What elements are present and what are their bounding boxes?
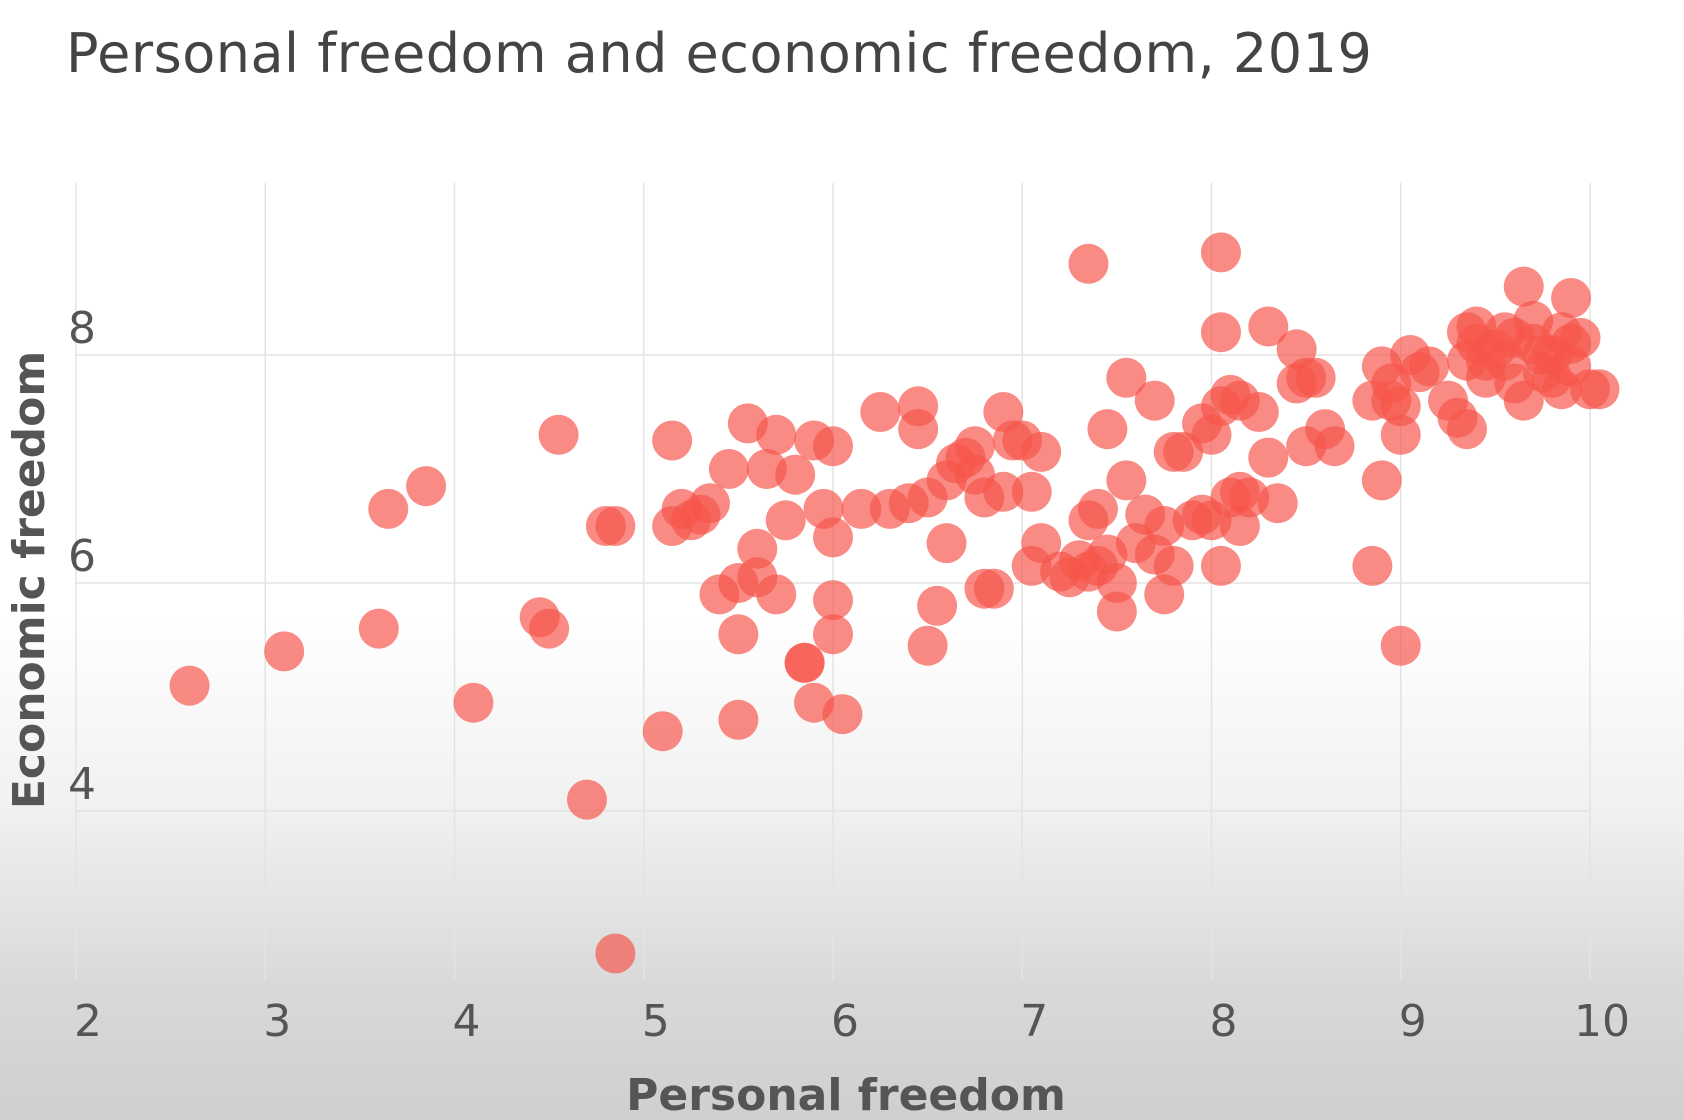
data-point [406, 466, 447, 507]
data-point [841, 488, 882, 529]
data-point [1238, 392, 1279, 432]
data-point [1352, 545, 1393, 586]
data-point [1248, 306, 1289, 347]
x-tick-label: 2 [74, 996, 102, 1047]
data-point [652, 420, 693, 461]
x-axis-label: Personal freedom [626, 1070, 1066, 1120]
data-point [1096, 563, 1137, 603]
data-point [1077, 488, 1118, 529]
data-point [1200, 232, 1241, 273]
data-point [1446, 409, 1487, 450]
x-tick-label: 6 [831, 996, 859, 1047]
data-point [822, 694, 863, 735]
data-point [1380, 625, 1421, 666]
data-point [642, 711, 683, 752]
data-point [1551, 323, 1592, 364]
data-point [860, 392, 901, 432]
data-point [1257, 483, 1298, 524]
data-point [689, 483, 730, 524]
y-tick-label: 8 [68, 303, 96, 354]
data-point [1200, 545, 1241, 586]
data-point [453, 682, 494, 723]
data-point [368, 488, 409, 529]
data-point [566, 779, 607, 820]
data-point [917, 585, 958, 626]
data-point [1314, 426, 1355, 467]
data-point [708, 449, 749, 489]
x-tick-label: 3 [263, 996, 291, 1047]
x-tick-label: 9 [1399, 996, 1427, 1047]
data-point [813, 517, 853, 558]
data-point [1532, 357, 1573, 398]
data-point [1068, 243, 1109, 284]
data-point [1494, 363, 1535, 404]
x-tick-label: 7 [1020, 996, 1048, 1047]
data-point [595, 506, 636, 546]
data-point [813, 426, 853, 467]
data-point [1106, 460, 1147, 501]
data-point [1134, 380, 1175, 421]
data-point [926, 523, 967, 564]
data-point [1503, 266, 1544, 307]
data-point [775, 454, 816, 495]
data-point [784, 642, 825, 683]
data-point [954, 426, 995, 467]
data-point [1579, 369, 1620, 410]
y-tick-label: 4 [68, 759, 96, 810]
data-point [1153, 545, 1194, 586]
data-point [718, 699, 759, 740]
data-point [973, 568, 1014, 609]
data-point [264, 631, 305, 672]
data-point [529, 608, 570, 649]
data-point [1409, 346, 1450, 387]
data-point [756, 574, 797, 615]
data-point [1295, 357, 1336, 398]
data-point [1011, 471, 1052, 512]
data-point [737, 528, 778, 569]
data-point [1106, 357, 1147, 398]
data-point [983, 471, 1024, 512]
data-point [595, 933, 636, 974]
data-point [813, 580, 853, 621]
data-point [718, 614, 759, 655]
data-point [1021, 523, 1062, 564]
y-tick-label: 6 [68, 531, 96, 582]
data-point [1021, 431, 1062, 472]
data-point [765, 500, 806, 541]
data-point [1465, 340, 1506, 381]
data-point [1513, 300, 1554, 341]
data-points [169, 232, 1620, 974]
data-point [1380, 414, 1421, 455]
data-point [1551, 278, 1592, 318]
x-tick-label: 8 [1210, 996, 1238, 1047]
data-point [169, 665, 210, 706]
data-point [898, 409, 939, 450]
data-point [1248, 437, 1289, 478]
data-point [538, 414, 579, 455]
data-point [756, 414, 797, 455]
chart-title: Personal freedom and economic freedom, 2… [66, 22, 1373, 85]
data-point [813, 614, 853, 655]
tick-labels: 2 3 4 5 6 7 8 9 10 4 6 8 [68, 303, 1630, 1047]
data-point [1361, 460, 1402, 501]
data-point [1380, 386, 1421, 427]
x-tick-label: 5 [642, 996, 670, 1047]
data-point [1096, 591, 1137, 632]
x-tick-label: 4 [453, 996, 481, 1047]
x-tick-label: 10 [1574, 996, 1630, 1047]
y-axis-label: Economic freedom [4, 351, 55, 809]
data-point [358, 608, 399, 649]
data-point [1087, 409, 1128, 450]
data-point [907, 625, 948, 666]
data-point [1200, 312, 1241, 353]
